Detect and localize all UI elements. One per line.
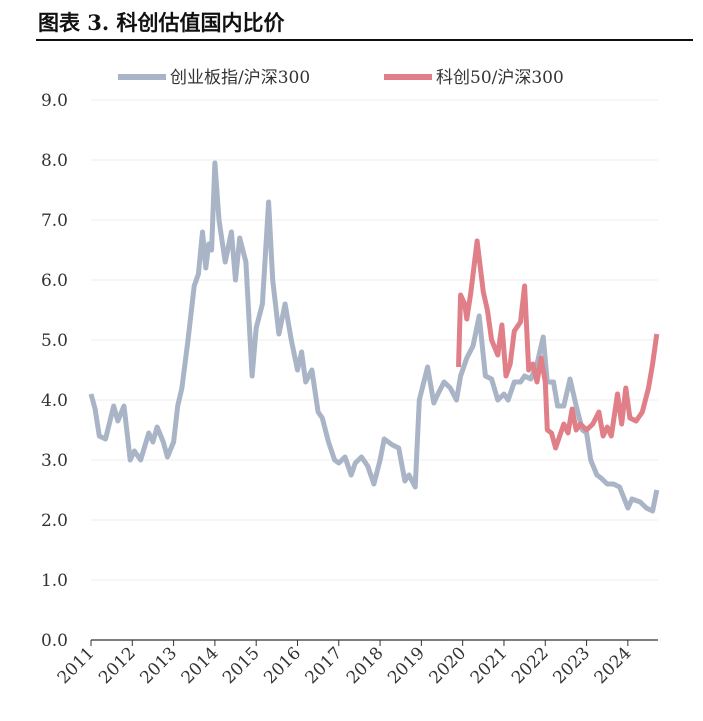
- y-tick-label: 8.0: [41, 151, 68, 171]
- y-tick-label: 4.0: [41, 391, 68, 411]
- x-tick-label: 2013: [136, 643, 181, 688]
- x-tick-label: 2022: [508, 643, 553, 688]
- legend-label: 科创50/沪深300: [436, 68, 564, 88]
- x-tick-label: 2020: [425, 643, 470, 688]
- chart-title: 图表 3. 科创估值国内比价: [38, 10, 286, 35]
- x-tick-label: 2021: [467, 643, 512, 688]
- x-tick-label: 2023: [549, 643, 594, 688]
- y-tick-label: 3.0: [41, 451, 68, 471]
- x-tick-label: 2019: [384, 643, 429, 688]
- y-tick-label: 1.0: [41, 571, 68, 591]
- legend-label: 创业板指/沪深300: [170, 68, 310, 88]
- x-tick-label: 2017: [302, 643, 347, 688]
- y-tick-label: 5.0: [41, 331, 68, 351]
- y-tick-label: 6.0: [41, 271, 68, 291]
- series-line: [88, 160, 660, 514]
- y-tick-label: 7.0: [41, 211, 68, 231]
- y-tick-label: 9.0: [41, 91, 68, 111]
- x-tick-label: 2018: [343, 643, 388, 688]
- y-tick-label: 2.0: [41, 511, 68, 531]
- y-tick-label: 0.0: [41, 631, 68, 651]
- series-line: [456, 238, 660, 451]
- x-tick-label: 2014: [178, 643, 223, 688]
- x-tick-label: 2015: [219, 643, 264, 688]
- x-tick-label: 2024: [591, 643, 636, 688]
- x-tick-label: 2012: [95, 643, 140, 688]
- x-tick-label: 2016: [260, 643, 305, 688]
